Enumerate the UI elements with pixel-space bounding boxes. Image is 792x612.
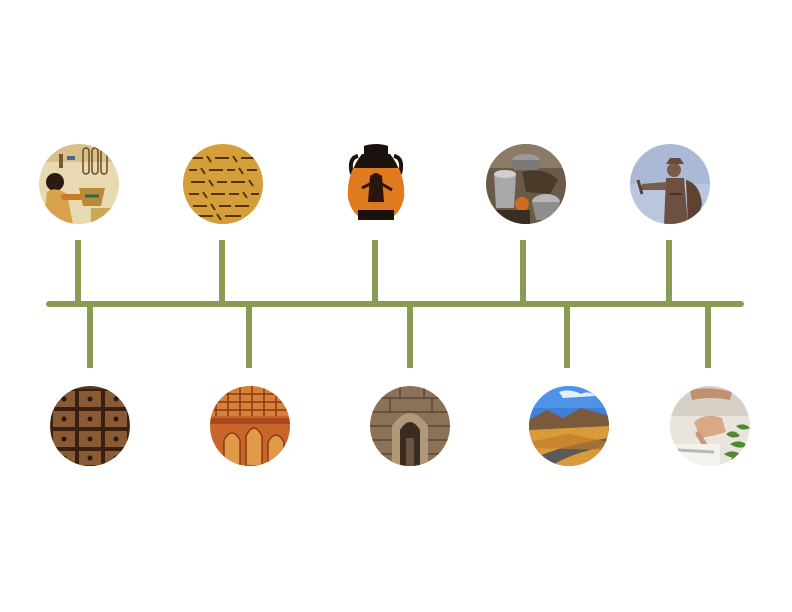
connector-bottom-1: [87, 305, 93, 368]
egyptian-papyrus-icon: [39, 144, 119, 224]
carved-temple-icon: [210, 386, 290, 466]
wooden-drawer-cabinet-icon: [50, 386, 130, 466]
connector-bottom-5: [705, 305, 711, 368]
desert-road-icon: [529, 386, 609, 466]
connector-bottom-4: [564, 305, 570, 368]
connector-bottom-3: [407, 305, 413, 368]
timeline-axis: [46, 301, 744, 307]
bronze-statue-icon: [630, 144, 710, 224]
stone-archway-icon: [370, 386, 450, 466]
greek-amphora-icon: [336, 144, 416, 224]
connector-top-4: [520, 240, 526, 304]
connector-top-3: [372, 240, 378, 304]
connector-top-5: [666, 240, 672, 304]
connector-bottom-2: [246, 305, 252, 368]
connector-top-2: [219, 240, 225, 304]
cuneiform-tablet-icon: [183, 144, 263, 224]
cooking-hands-icon: [670, 386, 750, 466]
connector-top-1: [75, 240, 81, 304]
metal-cookware-icon: [486, 144, 566, 224]
